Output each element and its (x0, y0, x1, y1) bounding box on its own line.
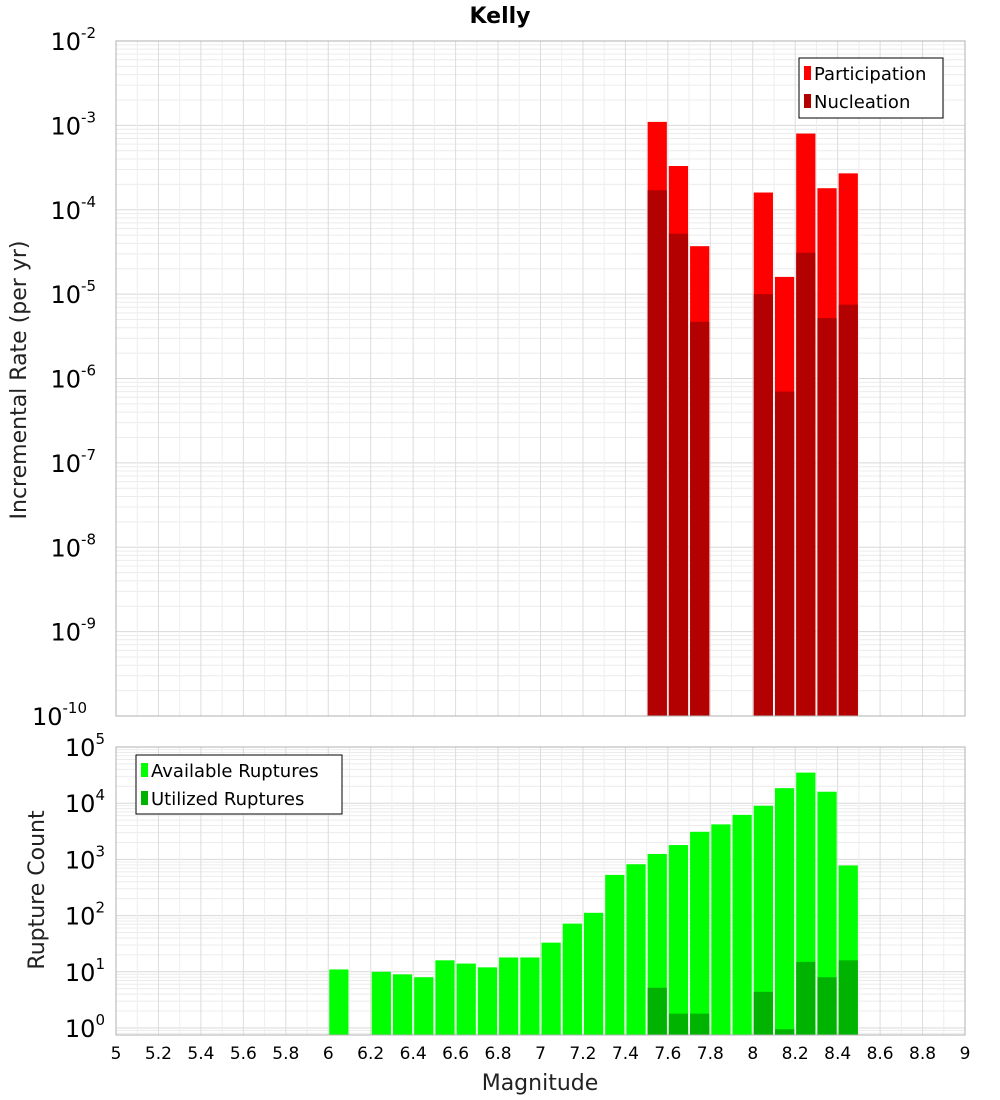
bar (690, 831, 710, 1035)
y-tick-label: 10-9 (50, 615, 96, 647)
bar (499, 957, 519, 1035)
bar (605, 874, 625, 1035)
bar (435, 960, 455, 1035)
bar (583, 912, 604, 1035)
bar (838, 960, 858, 1035)
y-tick-label: 10-6 (50, 362, 96, 394)
x-tick-label: 6.8 (485, 1044, 512, 1064)
y-tick-label: 103 (65, 842, 105, 874)
y-tick-label: 10-2 (50, 24, 96, 56)
bar (690, 321, 710, 716)
bar (392, 974, 413, 1035)
top-y-axis-label: Incremental Rate (per yr) (7, 241, 32, 520)
bar (668, 233, 689, 716)
series-utilized-ruptures (647, 960, 858, 1035)
bottom-plot-panel: 100 101 102 103 104 105 5 5.2 5.4 5.6 5.8 6 6.2 6.4 6.… (65, 730, 971, 1064)
bar (838, 304, 858, 716)
legend-swatch (804, 66, 811, 80)
y-tick-label: 105 (65, 730, 105, 762)
bar (477, 967, 498, 1035)
y-tick-label: 101 (65, 955, 105, 987)
x-tick-label: 5.6 (230, 1044, 257, 1064)
legend: Participation Nucleation (798, 57, 944, 119)
y-tick-label: 10-4 (50, 193, 96, 225)
legend-swatch (141, 791, 148, 805)
x-tick-label: 8.6 (867, 1044, 894, 1064)
x-tick-label: 8.8 (909, 1044, 936, 1064)
legend-swatch (804, 94, 811, 108)
x-tick-label: 5.8 (272, 1044, 299, 1064)
bar (817, 977, 837, 1035)
bar (414, 977, 434, 1035)
y-tick-label: 102 (65, 899, 105, 931)
x-tick-label: 5.4 (187, 1044, 214, 1064)
bar (732, 814, 752, 1035)
legend-entry: Nucleation (814, 92, 910, 113)
y-tick-label: 10-3 (50, 108, 96, 140)
bar (520, 957, 540, 1035)
bar (774, 391, 795, 716)
bar (817, 318, 837, 716)
y-tick-label: 10-5 (50, 277, 96, 309)
bar (774, 788, 795, 1035)
x-tick-label: 7.6 (654, 1044, 681, 1064)
bar (796, 961, 816, 1035)
bar (668, 1013, 689, 1035)
bar (817, 791, 837, 1035)
chart-title: Kelly (469, 4, 530, 29)
top-plot-panel: 10-10 10-9 10-8 10-7 10-6 10-5 10-4 10-3 10-2 Par… (32, 24, 966, 731)
bar (456, 963, 476, 1035)
y-tick-label: 10-8 (50, 530, 96, 562)
x-tick-label: 6.4 (400, 1044, 427, 1064)
bar (329, 969, 349, 1035)
legend-entry: Utilized Ruptures (151, 789, 304, 810)
bar (753, 294, 773, 716)
x-tick-label: 7.2 (569, 1044, 596, 1064)
bar (753, 991, 773, 1035)
x-tick-label: 8.2 (782, 1044, 809, 1064)
bar (626, 864, 646, 1035)
legend-box (798, 57, 944, 119)
bar (690, 1013, 710, 1035)
bottom-y-axis-label: Rupture Count (25, 810, 50, 970)
x-tick-label: 7.8 (697, 1044, 724, 1064)
y-tick-label: 10-10 (32, 699, 87, 731)
x-tick-label: 6.2 (357, 1044, 384, 1064)
x-tick-label: 9 (960, 1044, 971, 1064)
bar (371, 971, 391, 1035)
x-tick-label: 6.6 (442, 1044, 469, 1064)
bar (668, 845, 689, 1035)
bar (541, 942, 561, 1035)
bar (562, 923, 582, 1035)
x-tick-label: 7 (535, 1044, 546, 1064)
x-tick-label: 7.4 (612, 1044, 639, 1064)
x-tick-label: 8 (747, 1044, 758, 1064)
series-nucleation (647, 190, 858, 716)
x-tick-label: 6 (323, 1044, 334, 1064)
x-tick-label: 5.2 (145, 1044, 172, 1064)
y-tick-label: 100 (65, 1011, 105, 1043)
bar (796, 252, 816, 716)
gridlines (115, 41, 966, 717)
legend-box (135, 754, 343, 815)
legend-entry: Participation (814, 64, 926, 85)
legend-swatch (141, 763, 148, 777)
legend: Available Ruptures Utilized Ruptures (135, 754, 343, 815)
bar (753, 805, 773, 1035)
legend-entry: Available Ruptures (151, 761, 319, 782)
y-tick-label: 104 (65, 786, 105, 818)
x-tick-label: 8.4 (824, 1044, 851, 1064)
x-axis-label: Magnitude (482, 1071, 599, 1096)
plot-frame (115, 40, 966, 717)
x-tick-label: 5 (111, 1044, 122, 1064)
bar (711, 824, 731, 1035)
series-available-ruptures (329, 772, 858, 1035)
y-tick-label: 10-7 (50, 446, 96, 478)
plot-frame (115, 746, 966, 1036)
bar (774, 1029, 795, 1035)
bar (647, 987, 667, 1035)
bar (647, 190, 667, 716)
